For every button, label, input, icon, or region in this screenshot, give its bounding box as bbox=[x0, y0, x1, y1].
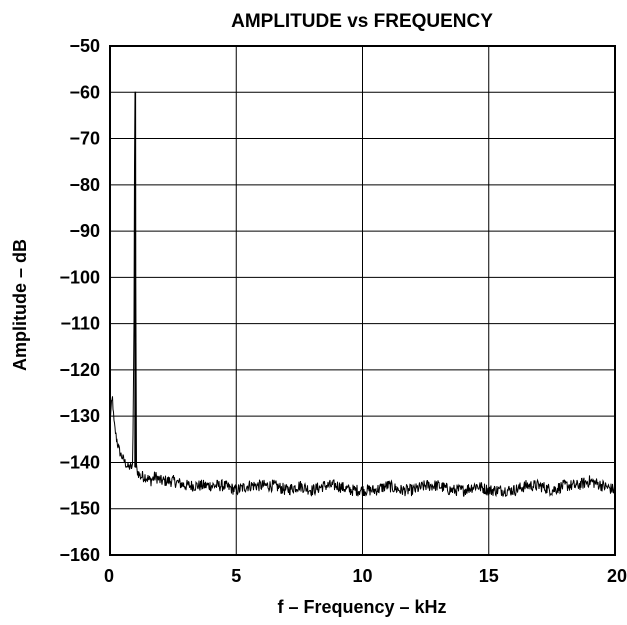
y-tick-label: −120 bbox=[59, 360, 100, 380]
chart-title: AMPLITUDE vs FREQUENCY bbox=[231, 11, 493, 32]
y-axis-label: Amplitude – dB bbox=[10, 239, 30, 371]
x-tick-label: 10 bbox=[352, 566, 372, 586]
grid bbox=[110, 46, 615, 555]
x-axis-ticks: 0 5 10 15 20 bbox=[104, 566, 627, 586]
plot-area bbox=[109, 91, 616, 498]
y-tick-label: −90 bbox=[69, 221, 100, 241]
x-axis-label: f – Frequency – kHz bbox=[277, 597, 446, 617]
y-tick-label: −50 bbox=[69, 36, 100, 56]
y-tick-label: −160 bbox=[59, 545, 100, 565]
x-tick-label: 0 bbox=[104, 566, 114, 586]
y-tick-label: −130 bbox=[59, 406, 100, 426]
y-tick-label: −60 bbox=[69, 82, 100, 102]
y-tick-label: −80 bbox=[69, 175, 100, 195]
series-line bbox=[109, 91, 616, 498]
y-tick-label: −100 bbox=[59, 267, 100, 287]
y-tick-label: −110 bbox=[60, 314, 100, 334]
x-tick-label: 5 bbox=[231, 566, 241, 586]
y-tick-label: −70 bbox=[69, 129, 100, 149]
x-tick-label: 15 bbox=[479, 566, 499, 586]
x-tick-label: 20 bbox=[607, 566, 627, 586]
y-tick-label: −150 bbox=[59, 499, 100, 519]
y-tick-label: −140 bbox=[59, 452, 100, 472]
plot-frame bbox=[109, 45, 616, 556]
y-axis-ticks: −50 −60 −70 −80 −90 −100 −110 −120 −130 −140 −150 −… bbox=[59, 36, 100, 565]
